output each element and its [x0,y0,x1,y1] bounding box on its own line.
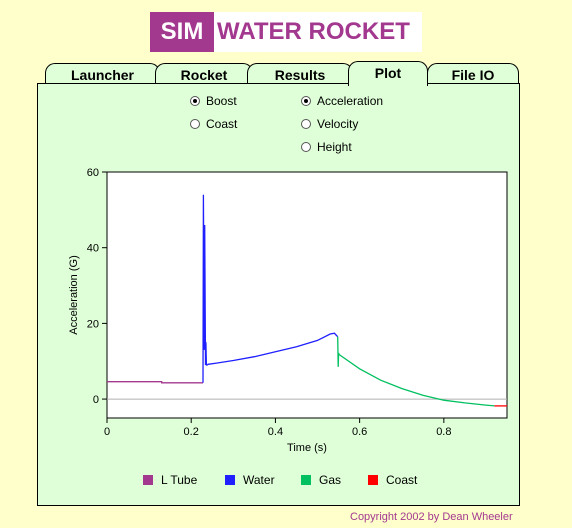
series-l-tube [107,381,203,384]
radio-height-indicator[interactable] [301,142,311,152]
logo-title: WATER ROCKET [214,12,422,52]
tab-bar: Launcher Rocket Results Plot File IO [0,60,572,86]
radio-coast-label: Coast [206,117,238,131]
series-water [202,194,339,383]
chart-legend: L Tube Water Gas Coast [0,473,572,487]
y-tick-label: 40 [87,243,99,255]
x-axis-label: Time (s) [287,442,327,454]
legend-label-gas: Gas [319,473,342,487]
series-gas [337,336,495,407]
legend-item-gas: Gas [301,473,341,487]
x-tick-label: 0.4 [268,426,283,438]
legend-swatch-gas [301,475,311,485]
legend-item-coast: Coast [368,473,417,487]
tab-results[interactable]: Results [247,63,353,85]
radio-boost[interactable]: Boost [190,93,237,109]
app-logo: SIM WATER ROCKET [150,12,422,52]
plot-area [106,171,508,419]
radio-acceleration-indicator[interactable] [301,96,311,106]
radio-velocity-label: Velocity [317,117,359,131]
x-tick-label: 0.6 [352,426,367,438]
legend-swatch-coast [368,475,378,485]
acceleration-chart: 0 0.2 0.4 0.6 0.8 0 20 40 60 Time (s) Acceleration… [68,167,508,454]
radio-height-label: Height [317,140,352,154]
copyright-text: Copyright 2002 by Dean Wheeler [350,511,513,523]
x-tick-label: 0 [104,426,110,438]
legend-label-water: Water [243,473,275,487]
radio-coast-indicator[interactable] [190,119,200,129]
legend-label-coast: Coast [386,473,418,487]
radio-velocity-indicator[interactable] [301,119,311,129]
tab-file-io[interactable]: File IO [427,63,519,85]
radio-acceleration-label: Acceleration [317,94,384,108]
logo-sim: SIM [150,12,214,52]
tab-launcher[interactable]: Launcher [45,63,160,85]
y-tick-label: 60 [87,167,99,179]
radio-acceleration[interactable]: Acceleration [301,93,383,109]
tab-plot[interactable]: Plot [348,61,428,86]
radio-velocity[interactable]: Velocity [301,116,358,132]
y-axis-label: Acceleration (G) [68,255,80,334]
legend-item-l-tube: L Tube [143,473,197,487]
legend-label-l-tube: L Tube [161,473,198,487]
x-tick-label: 0.8 [436,426,451,438]
legend-swatch-water [225,475,235,485]
radio-boost-indicator[interactable] [190,96,200,106]
legend-item-water: Water [225,473,275,487]
tab-rocket[interactable]: Rocket [155,63,253,85]
y-tick-label: 0 [93,394,99,406]
radio-height[interactable]: Height [301,139,352,155]
x-tick-label: 0.2 [184,426,199,438]
radio-boost-label: Boost [206,94,237,108]
y-tick-label: 20 [87,318,99,330]
radio-coast[interactable]: Coast [190,116,237,132]
legend-swatch-l-tube [143,475,153,485]
